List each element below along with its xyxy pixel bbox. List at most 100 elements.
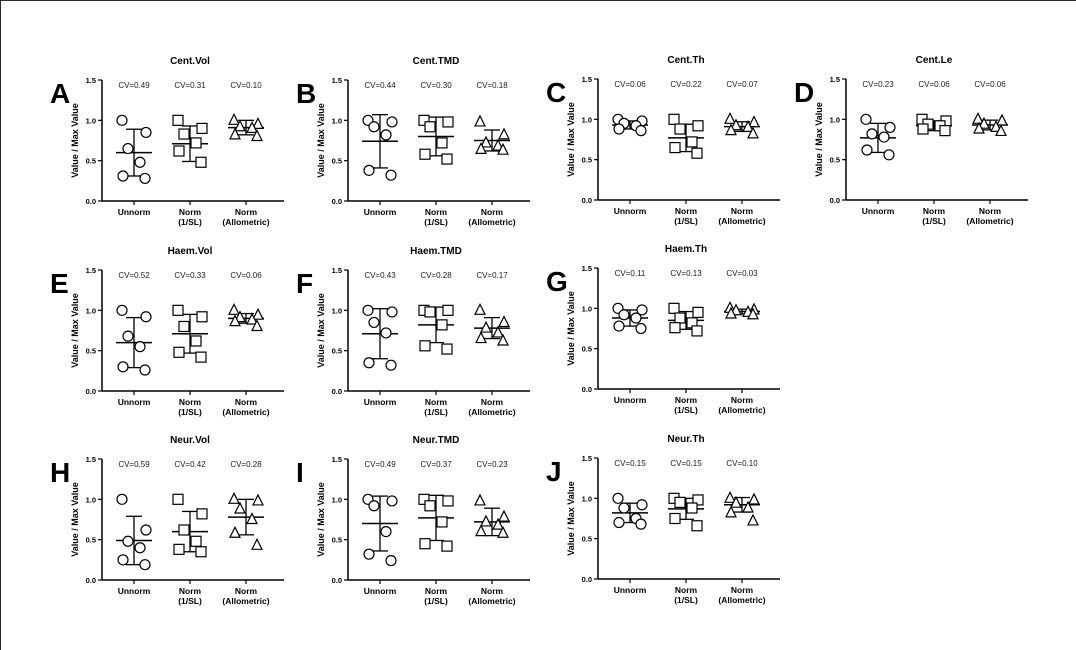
cv-label: CV=0.03 [726,269,758,278]
data-point-square [190,137,202,149]
chart-title: Haem.TMD [410,246,462,257]
data-point-square [674,123,686,135]
x-tick-label: Norm (Allometric) [468,586,515,606]
data-point-circle [636,304,648,316]
data-point-circle [368,316,380,329]
data-point-square [441,540,453,552]
y-tick-label: 1.5 [86,76,96,85]
y-tick-label: 0.5 [332,157,342,166]
data-point-square [442,495,454,507]
y-axis-label: Value / Max Value [566,102,576,177]
data-point-triangle [480,135,492,148]
y-tick-label: 0.5 [86,157,96,166]
cv-label: CV=0.06 [230,271,262,280]
cv-label: CV=0.33 [174,271,206,280]
x-tick-label: Norm (Allometric) [966,206,1013,226]
chart-title: Cent.Vol [170,56,210,67]
y-tick-label: 0.5 [582,156,592,165]
panel-letter: E [50,268,69,299]
panel-letter: H [50,457,70,488]
y-tick-label: 1.0 [830,115,840,124]
data-point-square [424,121,436,133]
cv-label: CV=0.13 [670,269,702,278]
panel-c: C Cent.Th Value / Max Value 0.0 0.5 1.0 1.5 Unn… [546,55,780,226]
chart-title: Neur.Vol [170,435,210,446]
data-point-circle [140,311,152,323]
cv-label: CV=0.43 [364,271,396,280]
data-point-triangle [228,112,240,125]
data-point-triangle [229,525,241,538]
y-tick-label: 0.0 [830,196,840,205]
data-point-triangle [492,138,504,151]
data-point-triangle [246,312,258,325]
data-point-square [442,304,454,316]
y-tick-label: 0.5 [582,535,592,544]
panel-i: I Neur.TMD Value / Max Value 0.0 0.5 1.0 1.5 Un… [296,435,530,606]
data-point-triangle [234,501,246,514]
cv-label: CV=0.22 [670,80,702,89]
x-tick-label: Unnorm [862,206,895,216]
data-point-circle [635,125,647,137]
x-tick-label: Norm (1/SL) [178,207,202,227]
y-tick-label: 1.0 [332,306,342,315]
data-point-square [686,136,698,148]
x-tick-label: Unnorm [364,397,397,407]
data-point-triangle [229,314,241,327]
y-tick-label: 0.0 [582,575,592,584]
x-tick-label: Norm (Allometric) [222,207,269,227]
data-point-triangle [748,115,760,128]
data-point-square [669,322,681,334]
data-point-triangle [725,306,737,319]
data-point-triangle [973,121,985,134]
data-point-triangle [234,119,246,132]
cv-label: CV=0.59 [118,460,150,469]
data-point-circle [363,357,375,369]
data-point-square [196,122,208,135]
data-point-triangle [234,310,246,323]
y-axis-label: Value / Max Value [70,103,80,178]
data-point-square [419,340,431,352]
panel-d: D Cent.Le Value / Max Value 0.0 0.5 1.0 1.5 Unn… [794,55,1028,226]
data-point-triangle [474,302,486,315]
x-tick-label: Norm (Allometric) [222,397,269,417]
data-point-triangle [229,127,241,140]
y-axis-label: Value / Max Value [814,102,824,177]
data-point-circle [117,170,129,182]
data-point-square [172,114,184,126]
cv-label: CV=0.11 [615,269,646,278]
data-point-square [668,302,680,314]
cv-label: CV=0.42 [174,460,206,469]
y-tick-label: 0.0 [332,197,342,206]
data-point-square [195,351,207,363]
y-tick-label: 0.0 [582,196,592,205]
data-point-triangle [252,117,264,129]
y-axis-label: Value / Max Value [316,103,326,178]
y-axis-label: Value / Max Value [566,291,576,366]
data-point-square [419,148,431,160]
y-axis-label: Value / Max Value [316,482,326,557]
data-point-circle [134,542,146,554]
data-point-triangle [497,525,509,538]
panel-letter: C [546,77,566,108]
x-tick-label: Norm (1/SL) [674,395,698,415]
y-tick-label: 1.0 [582,304,592,313]
chart-title: Haem.Th [665,244,707,255]
y-tick-label: 0.5 [86,347,96,356]
panel-f: F Haem.TMD Value / Max Value 0.0 0.5 1.0 1.5 Un… [296,246,530,417]
x-tick-label: Unnorm [118,207,151,217]
data-point-circle [385,359,397,371]
data-point-square [178,524,190,536]
data-point-triangle [492,517,504,530]
data-point-square [196,508,208,520]
data-point-circle [122,142,134,155]
data-point-triangle [246,121,258,133]
y-tick-label: 1.5 [332,455,342,464]
x-tick-label: Norm (Allometric) [468,397,515,417]
data-point-circle [116,114,128,126]
data-point-circle [117,361,129,373]
data-point-triangle [492,325,504,338]
data-point-triangle [474,114,486,127]
y-tick-label: 1.0 [582,115,592,124]
x-tick-label: Norm (1/SL) [178,397,202,417]
data-point-circle [618,502,630,514]
